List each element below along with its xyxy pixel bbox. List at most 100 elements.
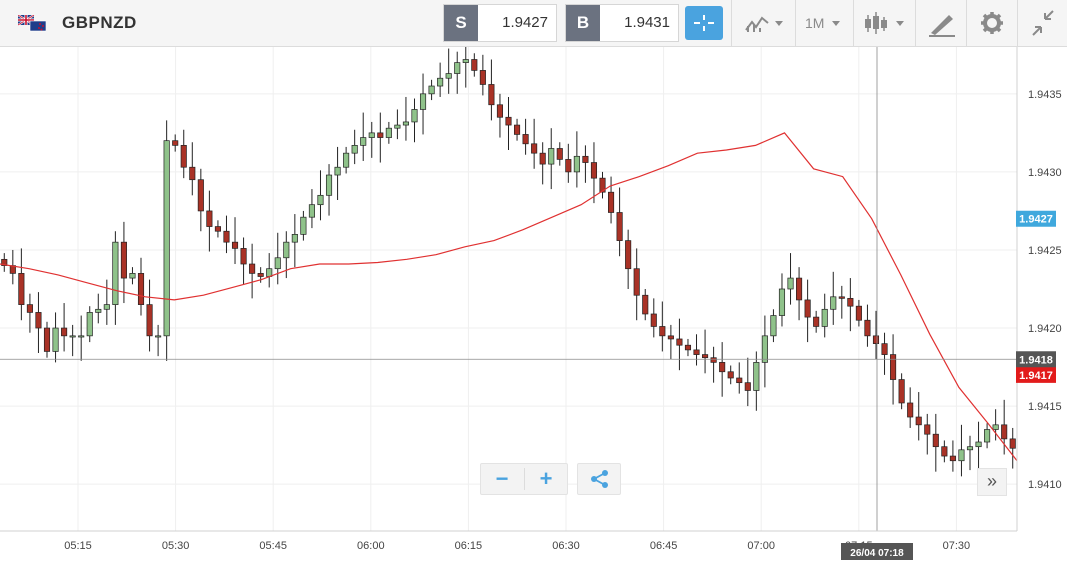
candle-bull xyxy=(958,449,965,462)
price-chart[interactable]: 1.9435 1.9430 1.9425 1.9420 1.9415 1.9410 05:… xyxy=(0,47,1067,563)
timeframe-button[interactable]: 1M xyxy=(805,6,845,40)
crosshair-time-bg xyxy=(841,543,913,560)
buy-price: 1.9431 xyxy=(624,14,670,31)
y-tick-label: 1.9420 xyxy=(1028,323,1062,335)
candle-bear xyxy=(223,230,230,243)
x-tick-label: 06:00 xyxy=(357,540,385,552)
x-tick-label: 05:15 xyxy=(64,540,92,552)
y-tick-label: 1.9410 xyxy=(1028,479,1062,491)
candle-bear xyxy=(172,140,179,146)
candle-bear xyxy=(744,382,751,391)
candle-bull xyxy=(770,315,777,337)
crosshair-price-marker-bg xyxy=(1016,351,1056,368)
candle-bull xyxy=(462,59,469,63)
candle-bear xyxy=(650,313,657,327)
moving-average-line xyxy=(0,132,1018,462)
candle-bear xyxy=(719,362,726,373)
candle-bull xyxy=(984,429,991,443)
last-price-marker: 1.9417 xyxy=(1019,370,1053,382)
candle-bear xyxy=(231,241,239,249)
indicators-button[interactable] xyxy=(744,6,788,40)
x-tick-label: 05:30 xyxy=(162,540,190,552)
settings-button[interactable] xyxy=(978,6,1006,40)
scroll-right-button[interactable]: » xyxy=(977,468,1007,496)
candle-bull xyxy=(283,241,290,259)
candle-series xyxy=(1,47,1016,477)
candle-bear xyxy=(667,335,674,340)
candle-bull xyxy=(274,257,281,270)
last-price-marker-bg xyxy=(1016,366,1056,383)
candle-bull xyxy=(437,77,444,87)
candle-bull xyxy=(300,216,307,235)
chart-grid xyxy=(0,47,1017,531)
candle-bear xyxy=(479,70,486,85)
candle-bull xyxy=(317,194,324,206)
candle-bear xyxy=(693,349,700,355)
collapse-button[interactable] xyxy=(1029,6,1057,40)
candle-bear xyxy=(727,371,734,379)
x-tick-label: 07:00 xyxy=(747,540,775,552)
candle-bear xyxy=(539,152,546,165)
candle-bear xyxy=(796,277,803,301)
candle-bull xyxy=(266,268,273,277)
candle-bear xyxy=(180,145,187,168)
crosshair-icon xyxy=(694,15,714,31)
candle-bear xyxy=(924,424,931,435)
candle-bull xyxy=(445,73,452,79)
candle-bull xyxy=(761,335,768,363)
candle-bull xyxy=(78,335,85,338)
share-icon xyxy=(591,470,608,488)
candle-bear xyxy=(35,312,42,329)
candle-bear xyxy=(18,273,25,305)
candle-bear xyxy=(608,191,615,213)
current-price-marker: 1.9427 xyxy=(1019,214,1053,226)
share-button[interactable] xyxy=(577,463,621,495)
chart-type-button[interactable] xyxy=(864,6,908,40)
candle-bull xyxy=(52,327,59,352)
zoom-in-button[interactable]: + xyxy=(539,466,553,491)
x-tick-label: 06:45 xyxy=(650,540,678,552)
crosshair-button[interactable] xyxy=(685,6,723,40)
candle-bear xyxy=(146,304,153,337)
candle-bear xyxy=(1001,424,1008,440)
candle-bull xyxy=(86,312,93,337)
candle-bull xyxy=(291,234,298,243)
draw-button[interactable] xyxy=(927,6,957,40)
instrument-symbol: GBPNZD xyxy=(62,13,137,32)
candle-bear xyxy=(531,143,538,154)
candle-bear xyxy=(616,212,623,241)
indicators-icon xyxy=(745,16,783,32)
candle-bull xyxy=(778,288,786,316)
gb-nz-flag-icon xyxy=(18,15,46,32)
sell-button[interactable]: S 1.9427 xyxy=(443,4,557,42)
candle-bear xyxy=(932,433,939,448)
candle-bull xyxy=(308,204,315,218)
price-axis: 1.9435 1.9430 1.9425 1.9420 1.9415 1.9410 xyxy=(1028,89,1062,491)
candle-bull xyxy=(419,93,427,110)
candle-bull xyxy=(992,424,999,430)
x-tick-label: 07:30 xyxy=(943,540,971,552)
candle-bear xyxy=(496,104,504,118)
y-tick-label: 1.9430 xyxy=(1028,167,1062,179)
candlestick-icon xyxy=(865,12,904,34)
candle-bull xyxy=(163,140,170,337)
candle-bull xyxy=(129,273,136,279)
candle-bear xyxy=(471,59,478,71)
zoom-out-button[interactable]: − xyxy=(495,466,509,491)
crosshair-time-label: 26/04 07:18 xyxy=(850,548,904,559)
candle-bear xyxy=(676,338,683,346)
candle-bull xyxy=(112,241,119,305)
x-tick-label: 05:45 xyxy=(259,540,287,552)
candle-bull xyxy=(821,308,828,327)
candle-bull xyxy=(155,335,162,338)
crosshair-price-marker: 1.9418 xyxy=(1019,354,1053,366)
candle-bull xyxy=(69,335,76,338)
chevron-down-icon xyxy=(832,21,840,26)
candle-bull xyxy=(325,174,333,196)
candle-bull xyxy=(103,304,110,310)
buy-button[interactable]: B 1.9431 xyxy=(565,4,679,42)
gear-icon xyxy=(981,12,1003,34)
candle-bear xyxy=(257,273,264,277)
candle-bear xyxy=(642,294,649,315)
timeframe-label: 1M xyxy=(805,15,825,31)
